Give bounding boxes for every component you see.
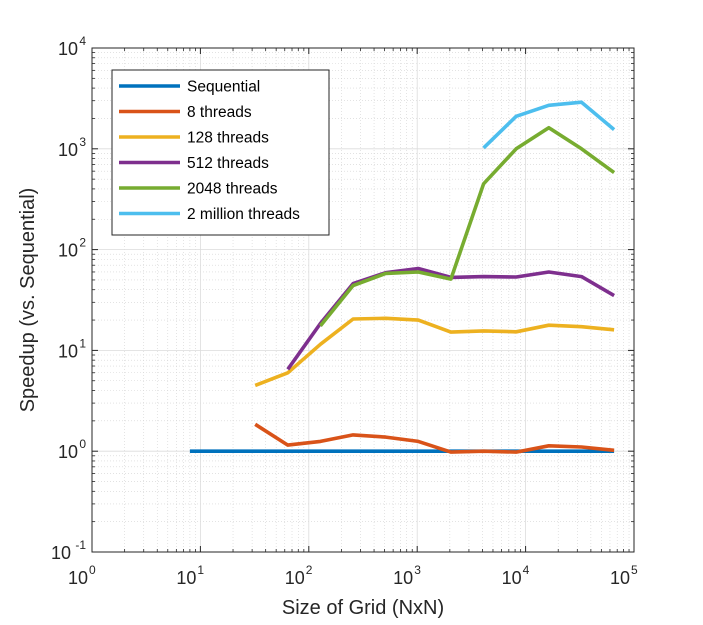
y-tick-label: 110 bbox=[58, 336, 86, 361]
x-tick-label-base: 10 bbox=[176, 568, 196, 588]
legend-entry: 2 million threads bbox=[119, 206, 300, 223]
y-tick-label-exponent: 1 bbox=[79, 336, 86, 350]
x-tick-label-base: 10 bbox=[502, 568, 522, 588]
x-axis-label: Size of Grid (NxN) bbox=[282, 597, 444, 619]
y-tick-label: 010 bbox=[58, 437, 86, 462]
y-tick-label: 210 bbox=[58, 236, 86, 261]
series-line bbox=[319, 125, 616, 328]
legend-label: 512 threads bbox=[187, 155, 269, 172]
y-tick-label-exponent: 0 bbox=[79, 437, 86, 451]
x-tick-label-base: 10 bbox=[610, 568, 630, 588]
legend-entry: 8 threads bbox=[119, 104, 252, 121]
legend-box bbox=[111, 69, 330, 236]
legend-entry: 512 threads bbox=[119, 155, 269, 172]
y-tick-label: -1 10 bbox=[51, 538, 86, 563]
x-tick-label: 10 3 bbox=[393, 563, 421, 588]
legend-label: 2 million threads bbox=[187, 206, 300, 223]
x-tick-label: 10 4 bbox=[502, 563, 530, 588]
series-line bbox=[254, 316, 615, 388]
x-tick-label: 10 2 bbox=[285, 563, 313, 588]
y-tick-label-base: 10 bbox=[58, 39, 78, 59]
legend-label: 2048 threads bbox=[187, 181, 278, 198]
x-tick-label-exponent: 1 bbox=[197, 563, 204, 577]
axis-ticks bbox=[91, 47, 635, 553]
legend-entry: 128 threads bbox=[119, 130, 269, 147]
x-tick-label-base: 10 bbox=[68, 568, 88, 588]
x-tick-label-exponent: 5 bbox=[631, 563, 638, 577]
x-tick-label: 10 5 bbox=[610, 563, 638, 588]
legend-entry: 2048 threads bbox=[119, 181, 278, 198]
y-tick-label-exponent: 2 bbox=[79, 236, 86, 250]
series-layer bbox=[189, 100, 616, 454]
x-tick-label-exponent: 2 bbox=[306, 563, 313, 577]
x-tick-label-exponent: 3 bbox=[414, 563, 421, 577]
y-tick-label-exponent: 4 bbox=[79, 34, 86, 48]
y-axis-label: Speedup (vs. Sequential) bbox=[17, 188, 39, 413]
x-tick-labels: 10 0 10 1 10 2 10 3 10 4 10 5 bbox=[68, 563, 638, 588]
legend-entry: Sequential bbox=[119, 79, 260, 96]
y-tick-label-exponent: 3 bbox=[79, 135, 86, 149]
y-tick-label-base: 10 bbox=[58, 341, 78, 361]
y-tick-label: 310 bbox=[58, 135, 86, 160]
x-tick-label-base: 10 bbox=[285, 568, 305, 588]
x-tick-label: 10 1 bbox=[176, 563, 204, 588]
series-line bbox=[254, 422, 615, 454]
y-tick-label-exponent: -1 bbox=[75, 538, 86, 552]
legend-label: 128 threads bbox=[187, 130, 269, 147]
y-tick-label-base: 10 bbox=[58, 442, 78, 462]
x-tick-label-exponent: 4 bbox=[523, 563, 530, 577]
x-tick-label-exponent: 0 bbox=[89, 563, 96, 577]
plot-frame bbox=[91, 47, 635, 553]
legend-label: Sequential bbox=[187, 79, 260, 96]
y-tick-label-base: 10 bbox=[58, 140, 78, 160]
legend-label: 8 threads bbox=[187, 104, 252, 121]
legend: Sequential 8 threads 128 threads 512 thread… bbox=[111, 69, 330, 236]
y-tick-label: 410 bbox=[58, 34, 86, 59]
y-tick-label-base: 10 bbox=[51, 543, 71, 563]
y-tick-label-base: 10 bbox=[58, 241, 78, 261]
x-tick-label-base: 10 bbox=[393, 568, 413, 588]
series-line bbox=[482, 100, 616, 150]
x-tick-label: 10 0 bbox=[68, 563, 96, 588]
